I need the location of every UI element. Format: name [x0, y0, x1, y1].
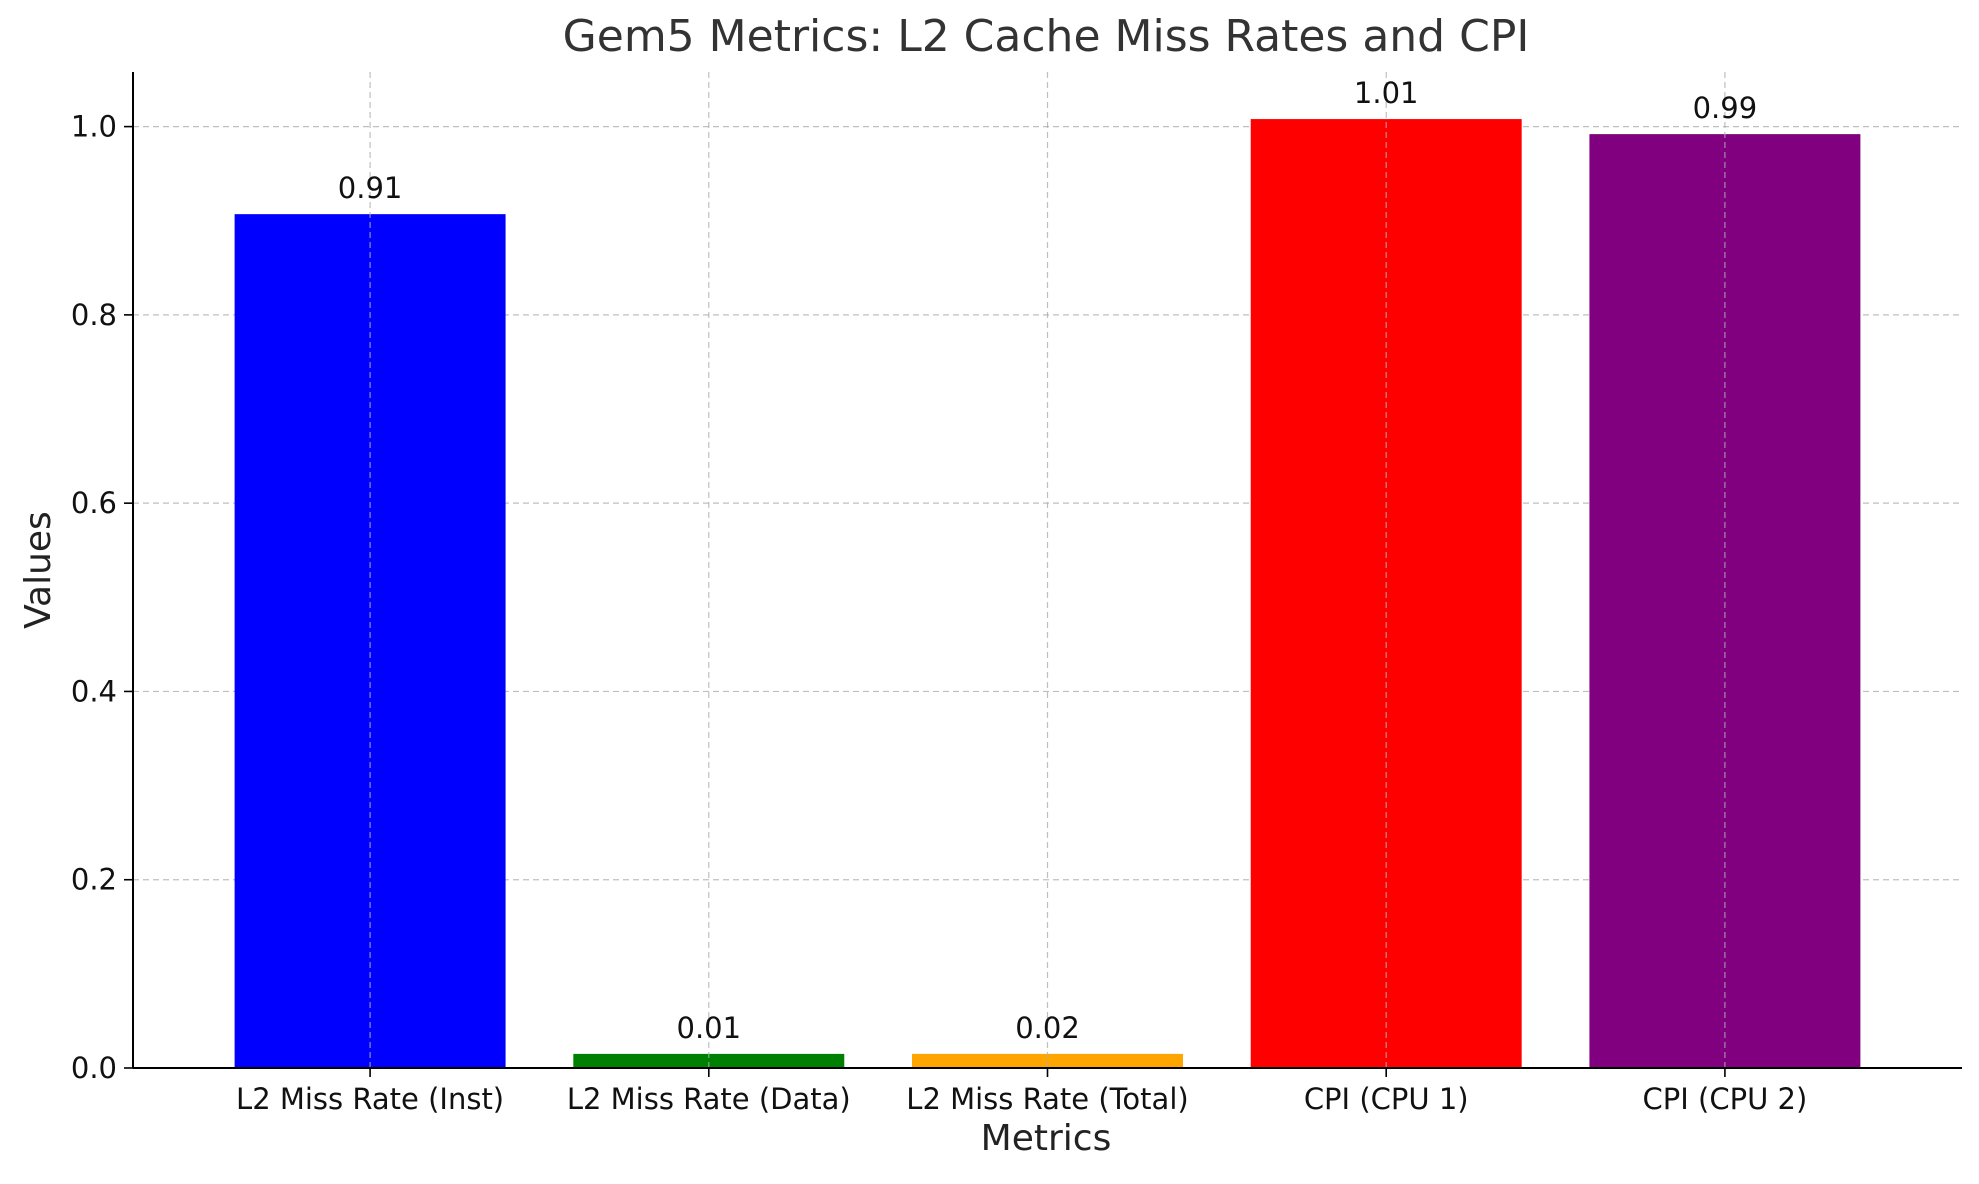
- y-tick-label: 0.0: [71, 1051, 117, 1085]
- x-tick-label: CPI (CPU 1): [1304, 1082, 1469, 1116]
- chart-title: Gem5 Metrics: L2 Cache Miss Rates and CP…: [563, 11, 1530, 62]
- y-tick-label: 0.6: [71, 486, 117, 520]
- x-axis-label: Metrics: [981, 1118, 1112, 1159]
- x-tick-label: L2 Miss Rate (Total): [906, 1082, 1188, 1116]
- y-tick-label: 0.4: [71, 674, 117, 708]
- x-tick-label: CPI (CPU 2): [1643, 1082, 1808, 1116]
- y-tick-label: 0.2: [71, 863, 117, 897]
- labels: 0.0 0.2 0.4 0.6 0.8 1.0 L2 Miss Rate (Inst) L2 …: [71, 76, 1807, 1116]
- bar: [573, 1053, 845, 1068]
- axes: [124, 72, 1962, 1077]
- bar-value-label: 0.01: [677, 1011, 742, 1045]
- x-tick-label: L2 Miss Rate (Inst): [236, 1082, 504, 1116]
- bar-value-label: 0.02: [1015, 1011, 1080, 1045]
- bar-value-label: 1.01: [1354, 76, 1419, 110]
- bar-value-label: 0.91: [338, 171, 403, 205]
- y-axis-label: Values: [18, 511, 59, 629]
- bar: [912, 1053, 1183, 1068]
- vertical-grid: [369, 72, 1726, 1068]
- y-tick-label: 1.0: [71, 110, 117, 144]
- bar-value-label: 0.99: [1693, 91, 1758, 125]
- y-tick-label: 0.8: [71, 298, 117, 332]
- x-tick-label: L2 Miss Rate (Data): [567, 1082, 851, 1116]
